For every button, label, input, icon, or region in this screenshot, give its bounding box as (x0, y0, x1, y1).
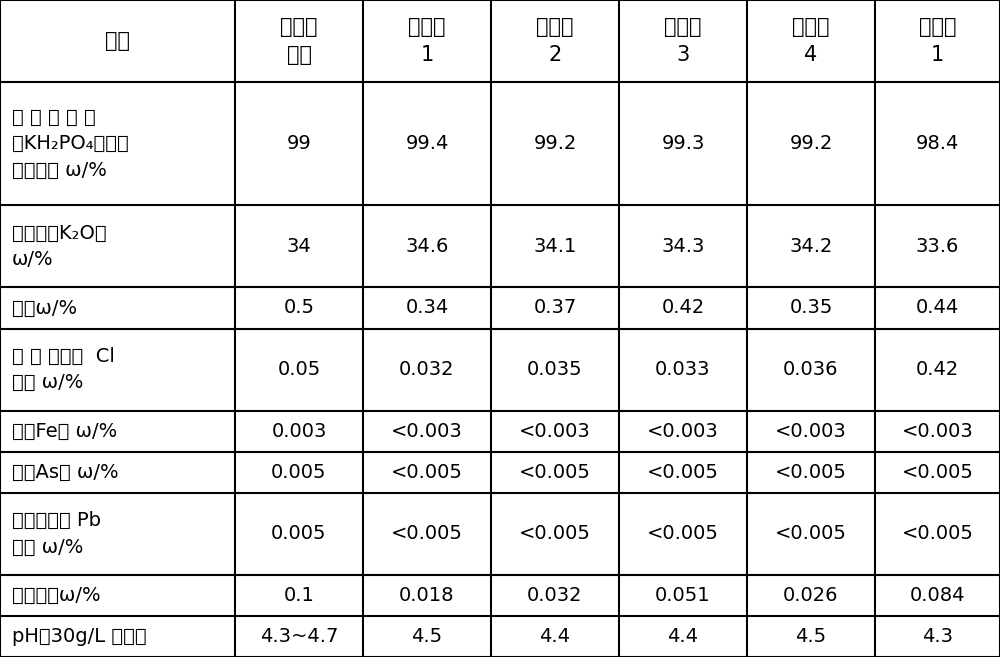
Text: 0.05: 0.05 (277, 360, 321, 379)
Text: 34: 34 (287, 237, 311, 256)
Text: <0.005: <0.005 (775, 463, 847, 482)
Text: 0.033: 0.033 (655, 360, 711, 379)
Text: <0.005: <0.005 (391, 463, 463, 482)
Text: 4.3: 4.3 (922, 627, 953, 646)
Text: 水分ω/%: 水分ω/% (12, 298, 77, 317)
Text: 铁（Fe） ω/%: 铁（Fe） ω/% (12, 422, 117, 441)
Text: <0.005: <0.005 (902, 524, 973, 543)
Text: <0.005: <0.005 (647, 524, 719, 543)
Text: 99.4: 99.4 (405, 134, 449, 153)
Text: 0.036: 0.036 (783, 360, 839, 379)
Text: 0.005: 0.005 (271, 524, 327, 543)
Text: 4.4: 4.4 (668, 627, 698, 646)
Text: <0.005: <0.005 (519, 524, 591, 543)
Text: 重金属（以 Pb
计） ω/%: 重金属（以 Pb 计） ω/% (12, 511, 101, 556)
Text: 98.4: 98.4 (916, 134, 959, 153)
Text: 34.2: 34.2 (789, 237, 833, 256)
Text: 氯 化 物（以  Cl
计） ω/%: 氯 化 物（以 Cl 计） ω/% (12, 347, 115, 392)
Text: 0.035: 0.035 (527, 360, 583, 379)
Text: 4.5: 4.5 (795, 627, 827, 646)
Text: 实施例
1: 实施例 1 (408, 17, 446, 65)
Text: 氧化钾（K₂O）
ω/%: 氧化钾（K₂O） ω/% (12, 223, 107, 269)
Text: <0.003: <0.003 (519, 422, 591, 441)
Text: 实施例
4: 实施例 4 (792, 17, 830, 65)
Text: 0.42: 0.42 (916, 360, 959, 379)
Text: <0.003: <0.003 (902, 422, 973, 441)
Text: 0.5: 0.5 (284, 298, 314, 317)
Text: 4.3~4.7: 4.3~4.7 (260, 627, 338, 646)
Text: <0.005: <0.005 (519, 463, 591, 482)
Text: 99.3: 99.3 (661, 134, 705, 153)
Text: pH（30g/L 溶液）: pH（30g/L 溶液） (12, 627, 147, 646)
Text: 优等品
标准: 优等品 标准 (280, 17, 318, 65)
Text: 0.084: 0.084 (910, 586, 965, 605)
Text: 0.1: 0.1 (284, 586, 314, 605)
Text: 4.4: 4.4 (539, 627, 570, 646)
Text: 99: 99 (287, 134, 311, 153)
Text: 0.005: 0.005 (271, 463, 327, 482)
Text: 项目: 项目 (105, 31, 130, 51)
Text: 0.003: 0.003 (271, 422, 327, 441)
Text: <0.005: <0.005 (775, 524, 847, 543)
Text: 实施例
3: 实施例 3 (664, 17, 702, 65)
Text: 0.35: 0.35 (789, 298, 833, 317)
Text: 4.5: 4.5 (411, 627, 443, 646)
Text: <0.003: <0.003 (391, 422, 463, 441)
Text: 磷 酸 二 氢 钾
（KH₂PO₄）（以
干基计） ω/%: 磷 酸 二 氢 钾 （KH₂PO₄）（以 干基计） ω/% (12, 108, 129, 180)
Text: 0.018: 0.018 (399, 586, 455, 605)
Text: 34.6: 34.6 (405, 237, 449, 256)
Text: 水不溶物ω/%: 水不溶物ω/% (12, 586, 101, 605)
Text: 0.032: 0.032 (399, 360, 455, 379)
Text: 99.2: 99.2 (533, 134, 577, 153)
Text: 0.032: 0.032 (527, 586, 583, 605)
Text: 0.34: 0.34 (405, 298, 449, 317)
Text: 34.1: 34.1 (533, 237, 577, 256)
Text: 0.051: 0.051 (655, 586, 711, 605)
Text: 0.44: 0.44 (916, 298, 959, 317)
Text: <0.005: <0.005 (391, 524, 463, 543)
Text: <0.003: <0.003 (647, 422, 719, 441)
Text: 0.37: 0.37 (533, 298, 577, 317)
Text: 实施例
2: 实施例 2 (536, 17, 574, 65)
Text: 对比例
1: 对比例 1 (919, 17, 956, 65)
Text: 0.026: 0.026 (783, 586, 839, 605)
Text: 33.6: 33.6 (916, 237, 959, 256)
Text: 34.3: 34.3 (661, 237, 705, 256)
Text: 砷（As） ω/%: 砷（As） ω/% (12, 463, 119, 482)
Text: 0.42: 0.42 (661, 298, 705, 317)
Text: 99.2: 99.2 (789, 134, 833, 153)
Text: <0.003: <0.003 (775, 422, 847, 441)
Text: <0.005: <0.005 (902, 463, 973, 482)
Text: <0.005: <0.005 (647, 463, 719, 482)
